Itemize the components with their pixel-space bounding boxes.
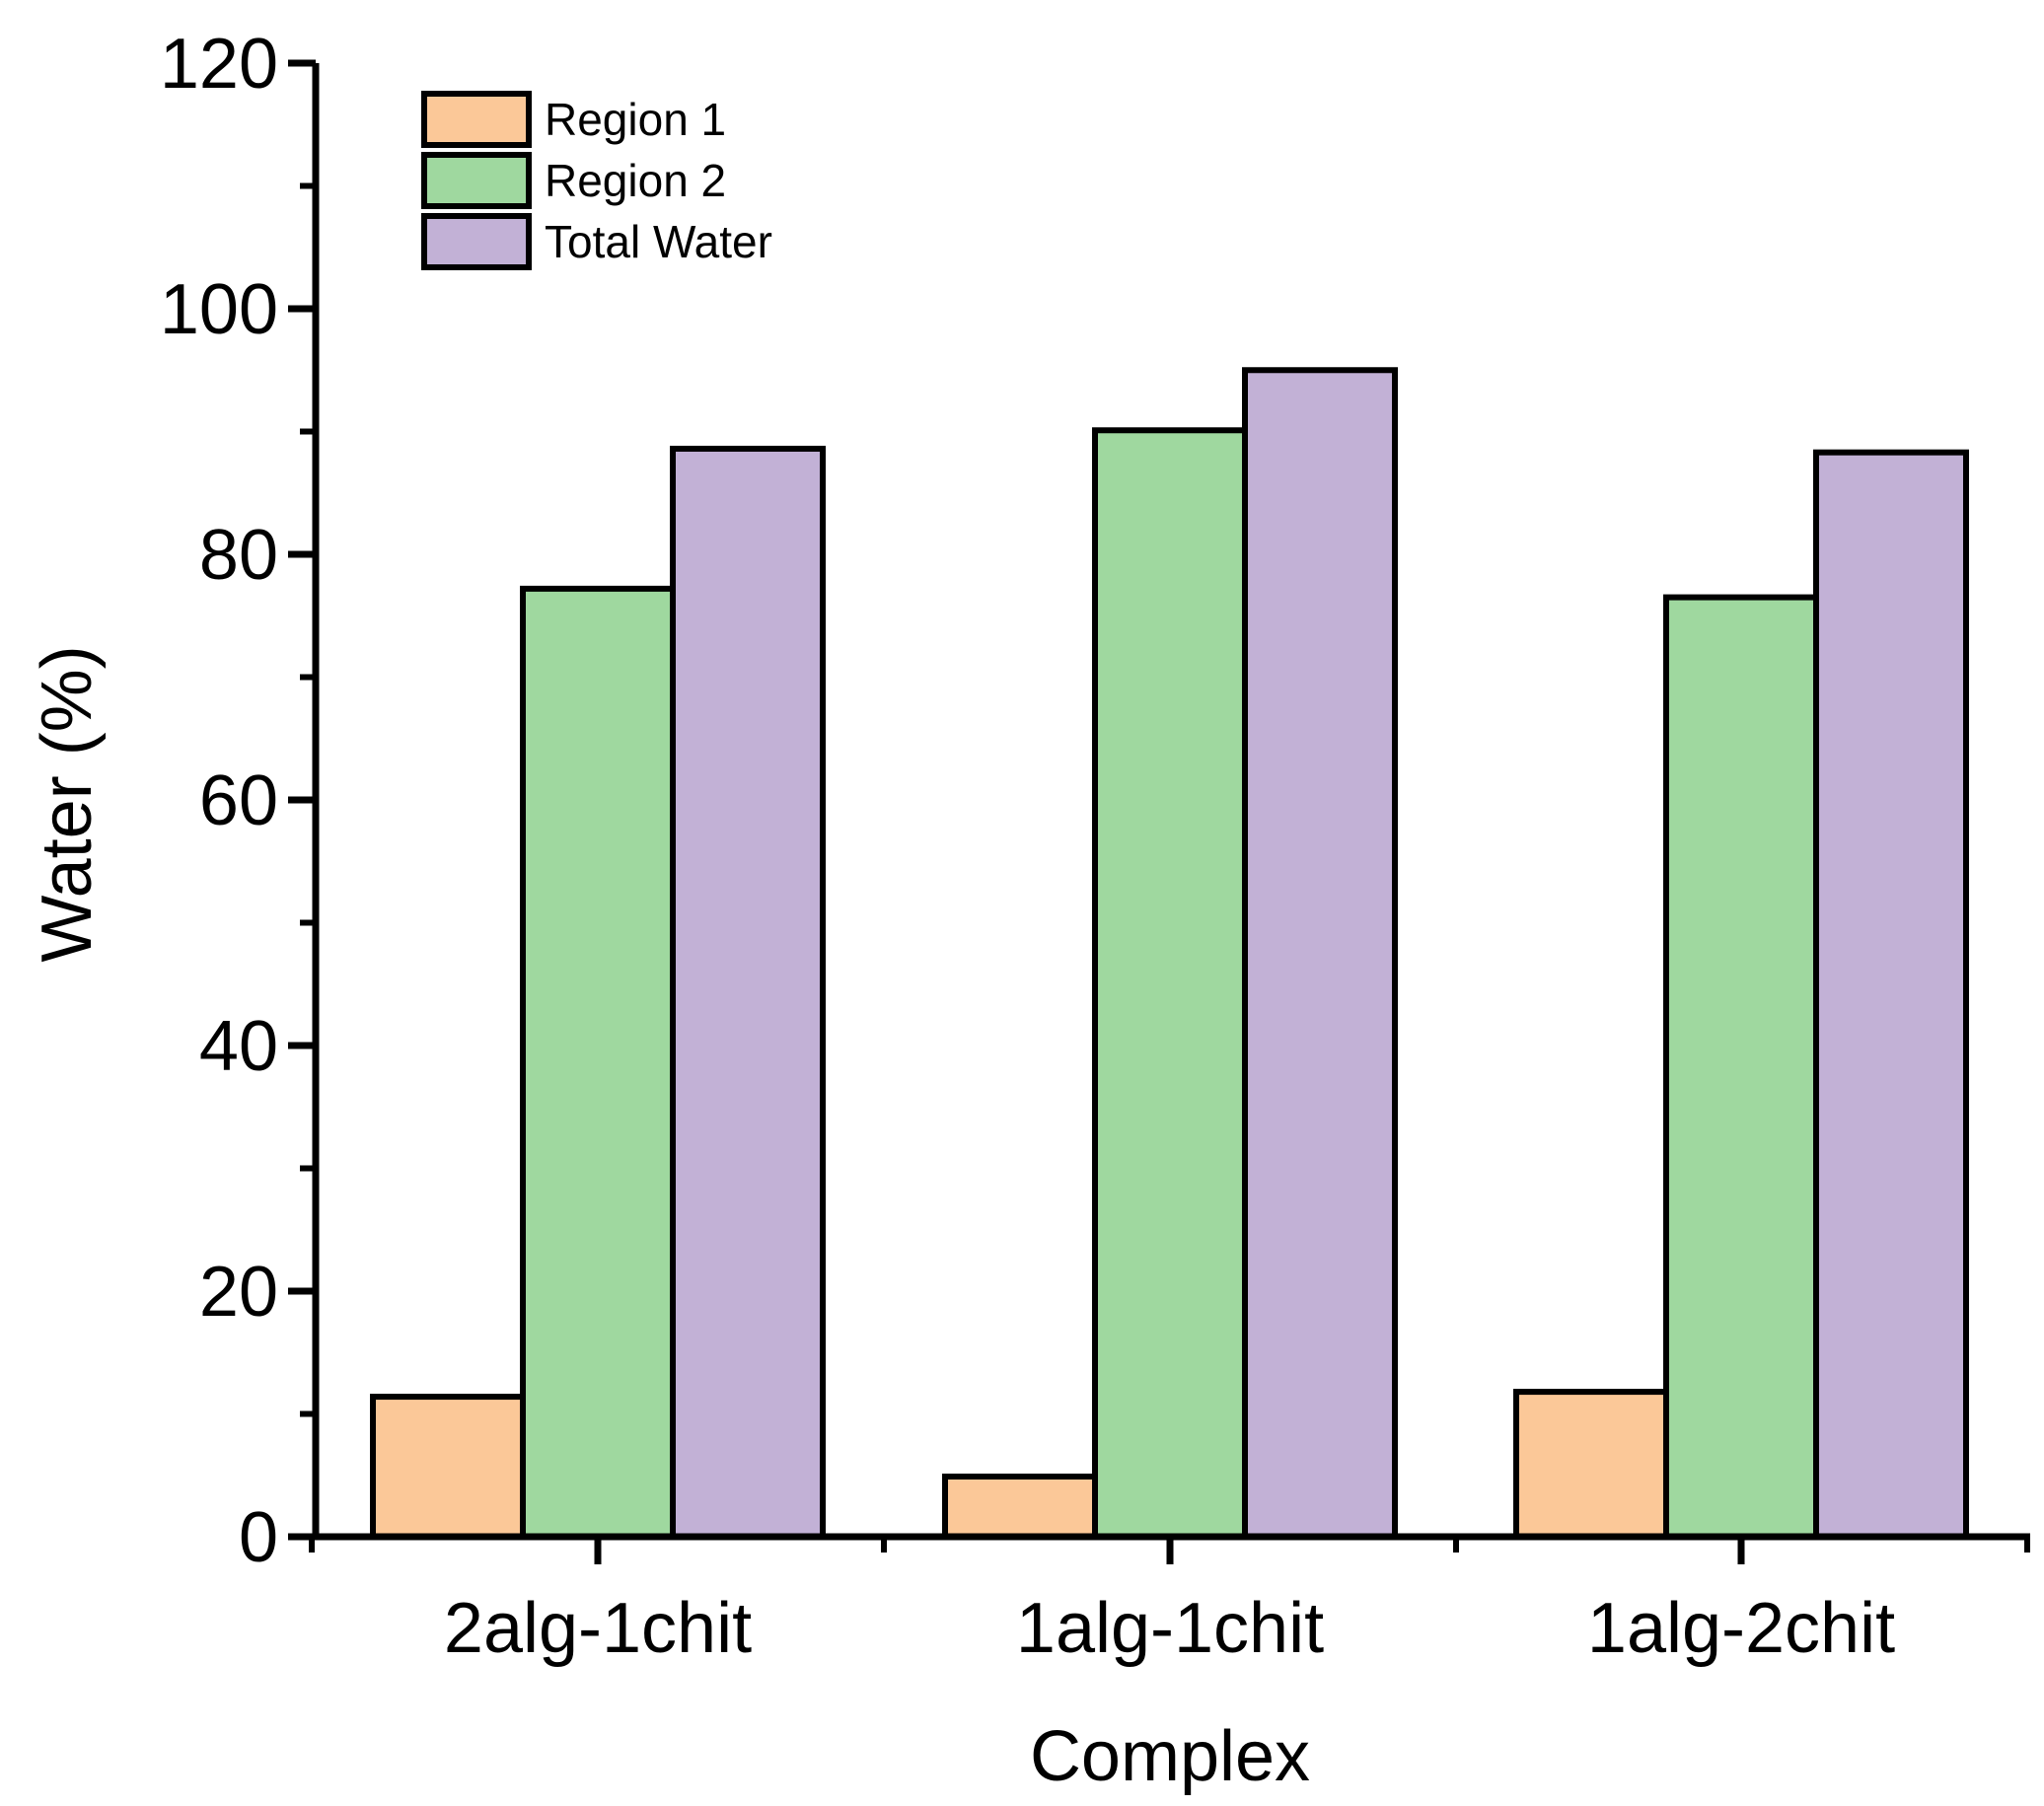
- labels-layer: 0 20 40 60 80 100 120 2alg-1chit 1alg-1chit 1alg-…: [160, 25, 1895, 1668]
- bar-region-1-1alg-1chit: [942, 1473, 1098, 1540]
- y-tick-label: 40: [199, 1007, 278, 1086]
- y-tick-label: 80: [199, 516, 278, 595]
- legend-label: Region 1: [545, 94, 726, 145]
- legend-label: Region 2: [545, 155, 726, 206]
- bar-region-1-2alg-1chit: [370, 1394, 526, 1540]
- legend-swatch-region-2: [421, 152, 532, 209]
- bar-total-water-1alg-1chit: [1242, 367, 1398, 1540]
- y-tick-label: 120: [160, 25, 278, 104]
- y-tick-label: 100: [160, 270, 278, 349]
- y-tick-label: 0: [239, 1498, 278, 1577]
- legend-swatch-total-water: [421, 213, 532, 270]
- bars-layer: [370, 367, 1969, 1540]
- x-tick-label: 1alg-1chit: [1016, 1589, 1324, 1668]
- bar-region-2-2alg-1chit: [520, 585, 676, 1540]
- y-tick-label: 20: [199, 1253, 278, 1332]
- bar-total-water-2alg-1chit: [670, 445, 826, 1540]
- bar-region-2-1alg-2chit: [1663, 594, 1819, 1540]
- y-tick-label: 60: [199, 761, 278, 840]
- legend: Region 1 Region 2 Total Water: [421, 91, 772, 270]
- legend-label: Total Water: [545, 216, 772, 267]
- bar-total-water-1alg-2chit: [1813, 449, 1969, 1540]
- bar-region-2-1alg-1chit: [1092, 427, 1248, 1540]
- x-tick-label: 1alg-2chit: [1587, 1589, 1895, 1668]
- x-tick-label: 2alg-1chit: [444, 1589, 752, 1668]
- legend-swatch-region-1: [421, 91, 532, 148]
- x-axis-title: Complex: [1030, 1717, 1310, 1796]
- axes-layer: [288, 59, 2030, 1564]
- y-axis-title: Water (%): [28, 645, 107, 962]
- bar-region-1-1alg-2chit: [1513, 1389, 1669, 1540]
